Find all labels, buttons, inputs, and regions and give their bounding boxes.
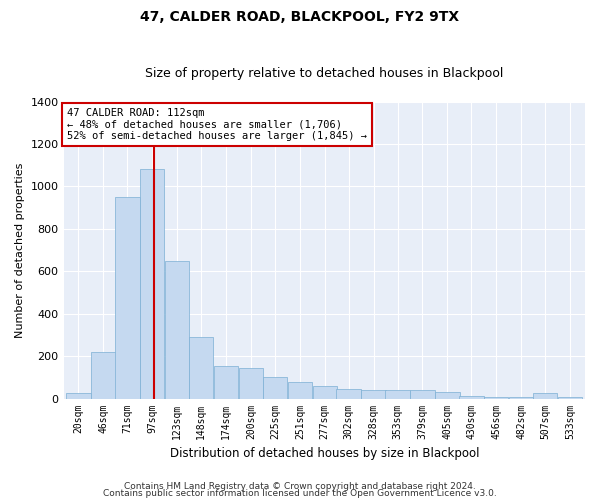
Bar xyxy=(263,378,287,398)
Bar xyxy=(533,392,557,398)
Bar xyxy=(287,382,312,398)
Bar xyxy=(337,389,361,398)
X-axis label: Distribution of detached houses by size in Blackpool: Distribution of detached houses by size … xyxy=(170,447,479,460)
Text: 47 CALDER ROAD: 112sqm
← 48% of detached houses are smaller (1,706)
52% of semi-: 47 CALDER ROAD: 112sqm ← 48% of detached… xyxy=(67,108,367,141)
Text: Contains HM Land Registry data © Crown copyright and database right 2024.: Contains HM Land Registry data © Crown c… xyxy=(124,482,476,491)
Bar xyxy=(385,390,410,398)
Bar xyxy=(66,394,91,398)
Text: 47, CALDER ROAD, BLACKPOOL, FY2 9TX: 47, CALDER ROAD, BLACKPOOL, FY2 9TX xyxy=(140,10,460,24)
Text: Contains public sector information licensed under the Open Government Licence v3: Contains public sector information licen… xyxy=(103,489,497,498)
Bar xyxy=(313,386,337,398)
Bar xyxy=(459,396,484,398)
Bar xyxy=(239,368,263,398)
Bar xyxy=(435,392,460,398)
Bar xyxy=(165,260,190,398)
Bar xyxy=(214,366,238,398)
Bar xyxy=(115,197,140,398)
Title: Size of property relative to detached houses in Blackpool: Size of property relative to detached ho… xyxy=(145,66,503,80)
Bar xyxy=(91,352,116,399)
Bar xyxy=(361,390,386,398)
Bar xyxy=(140,170,164,398)
Y-axis label: Number of detached properties: Number of detached properties xyxy=(15,162,25,338)
Bar xyxy=(410,390,435,398)
Bar xyxy=(189,337,214,398)
